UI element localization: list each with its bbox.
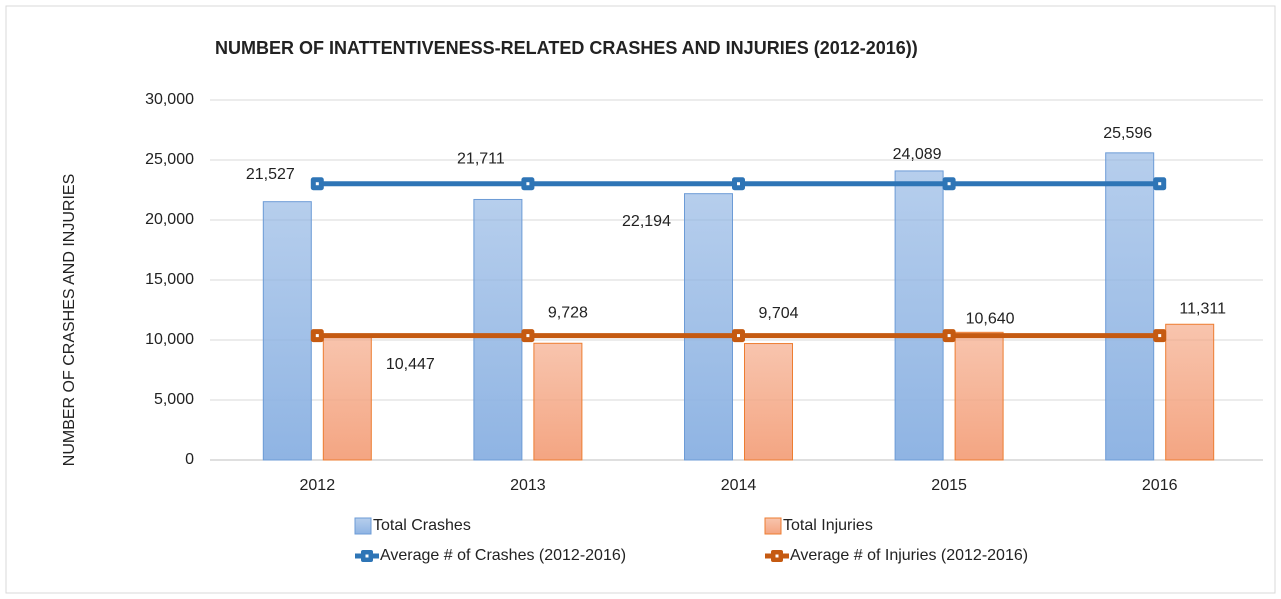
x-tick-label: 2016 [1142, 477, 1178, 494]
bar [954, 331, 1004, 461]
x-tick-label: 2012 [300, 477, 336, 494]
y-axis-title: NUMBER OF CRASHES AND INJURIES [61, 174, 78, 466]
data-label: 9,728 [548, 304, 588, 321]
bar [473, 198, 523, 461]
y-tick-label: 0 [185, 451, 194, 468]
data-label: 24,089 [893, 146, 942, 163]
data-label: 10,447 [386, 356, 435, 373]
bar [322, 334, 372, 461]
y-tick-label: 5,000 [154, 391, 194, 408]
legend-swatch [354, 517, 372, 535]
bar [1165, 323, 1215, 461]
y-tick-label: 20,000 [145, 211, 194, 228]
marker-dot [737, 182, 740, 186]
legend-label: Total Injuries [783, 517, 873, 534]
x-tick-label: 2014 [721, 477, 757, 494]
marker-dot [947, 182, 951, 186]
bar [894, 170, 944, 461]
x-tick-label: 2015 [931, 477, 967, 494]
legend-label: Average # of Crashes (2012-2016) [380, 547, 626, 564]
bar [1105, 152, 1155, 461]
marker-dot [775, 554, 779, 558]
marker-dot [315, 334, 319, 338]
marker-dot [947, 334, 951, 338]
data-label: 22,194 [622, 213, 671, 230]
marker-dot [1158, 182, 1162, 186]
data-label: 10,640 [966, 311, 1015, 328]
marker-dot [737, 334, 740, 338]
bar [533, 342, 583, 461]
bar [684, 193, 733, 461]
marker-dot [1158, 334, 1162, 338]
x-tick-label: 2013 [510, 477, 546, 494]
chart-frame [5, 5, 1276, 594]
marker-dot [526, 334, 530, 338]
y-tick-label: 30,000 [145, 91, 194, 108]
legend-label: Total Crashes [373, 517, 471, 534]
data-label: 25,596 [1103, 125, 1152, 142]
marker-dot [526, 182, 530, 186]
y-tick-label: 15,000 [145, 271, 194, 288]
legend-label: Average # of Injuries (2012-2016) [790, 547, 1028, 564]
bar [262, 201, 312, 461]
data-label: 21,527 [246, 166, 295, 183]
chart-title: NUMBER OF INATTENTIVENESS-RELATED CRASHE… [215, 38, 918, 58]
data-label: 9,704 [758, 305, 798, 322]
bar [744, 343, 793, 461]
y-tick-label: 10,000 [145, 331, 194, 348]
legend-swatch [764, 517, 782, 535]
y-tick-label: 25,000 [145, 151, 194, 168]
marker-dot [365, 554, 369, 558]
marker-dot [315, 182, 319, 186]
data-label: 21,711 [457, 151, 505, 168]
data-label: 11,311 [1179, 300, 1226, 317]
